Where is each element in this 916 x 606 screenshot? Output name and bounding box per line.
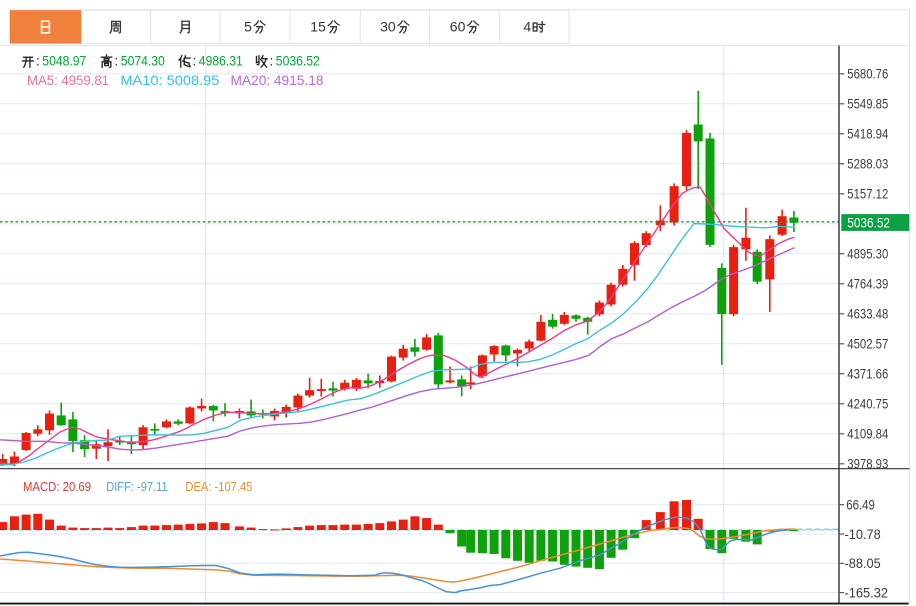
svg-text:5680.76: 5680.76 <box>847 67 888 82</box>
svg-text:-88.05: -88.05 <box>845 556 881 571</box>
svg-text:5074.30: 5074.30 <box>121 53 165 68</box>
svg-text:66.49: 66.49 <box>846 498 875 513</box>
svg-text::: : <box>115 53 119 68</box>
svg-text:4502.57: 4502.57 <box>847 337 888 352</box>
svg-text:15: 15 <box>310 19 326 35</box>
svg-text:5288.03: 5288.03 <box>847 157 888 172</box>
svg-text::: : <box>36 53 40 68</box>
svg-text:4109.84: 4109.84 <box>847 427 888 442</box>
svg-text:4895.30: 4895.30 <box>847 247 888 262</box>
svg-text:5418.94: 5418.94 <box>847 127 888 142</box>
svg-text:4986.31: 4986.31 <box>199 53 243 68</box>
svg-text:MA20: 4915.18: MA20: 4915.18 <box>231 73 324 88</box>
svg-text:5: 5 <box>244 19 252 35</box>
svg-text:5036.52: 5036.52 <box>847 215 890 231</box>
svg-text:MA10: 5008.95: MA10: 5008.95 <box>120 73 219 88</box>
svg-text::: : <box>193 53 197 68</box>
svg-text:DIFF: -97.11: DIFF: -97.11 <box>106 479 168 494</box>
svg-text:4371.66: 4371.66 <box>847 367 888 382</box>
svg-text:MA5: 4959.81: MA5: 4959.81 <box>27 73 109 88</box>
svg-text::: : <box>270 53 274 68</box>
svg-text:5157.12: 5157.12 <box>847 187 888 202</box>
svg-text:4764.39: 4764.39 <box>847 277 888 292</box>
svg-text:60: 60 <box>450 19 466 35</box>
svg-text:MACD: 20.69: MACD: 20.69 <box>23 479 91 494</box>
svg-text:5036.52: 5036.52 <box>276 53 320 68</box>
svg-text:4240.75: 4240.75 <box>847 397 888 412</box>
svg-text:DEA: -107.45: DEA: -107.45 <box>185 479 252 494</box>
svg-text:4633.48: 4633.48 <box>847 307 888 322</box>
svg-text:5549.85: 5549.85 <box>847 97 888 112</box>
svg-text:-165.32: -165.32 <box>845 585 889 600</box>
svg-text:5048.97: 5048.97 <box>42 53 86 68</box>
svg-text:-10.78: -10.78 <box>845 527 881 542</box>
svg-text:30: 30 <box>380 19 396 35</box>
svg-text:3978.93: 3978.93 <box>847 457 888 472</box>
svg-text:4: 4 <box>523 19 531 35</box>
